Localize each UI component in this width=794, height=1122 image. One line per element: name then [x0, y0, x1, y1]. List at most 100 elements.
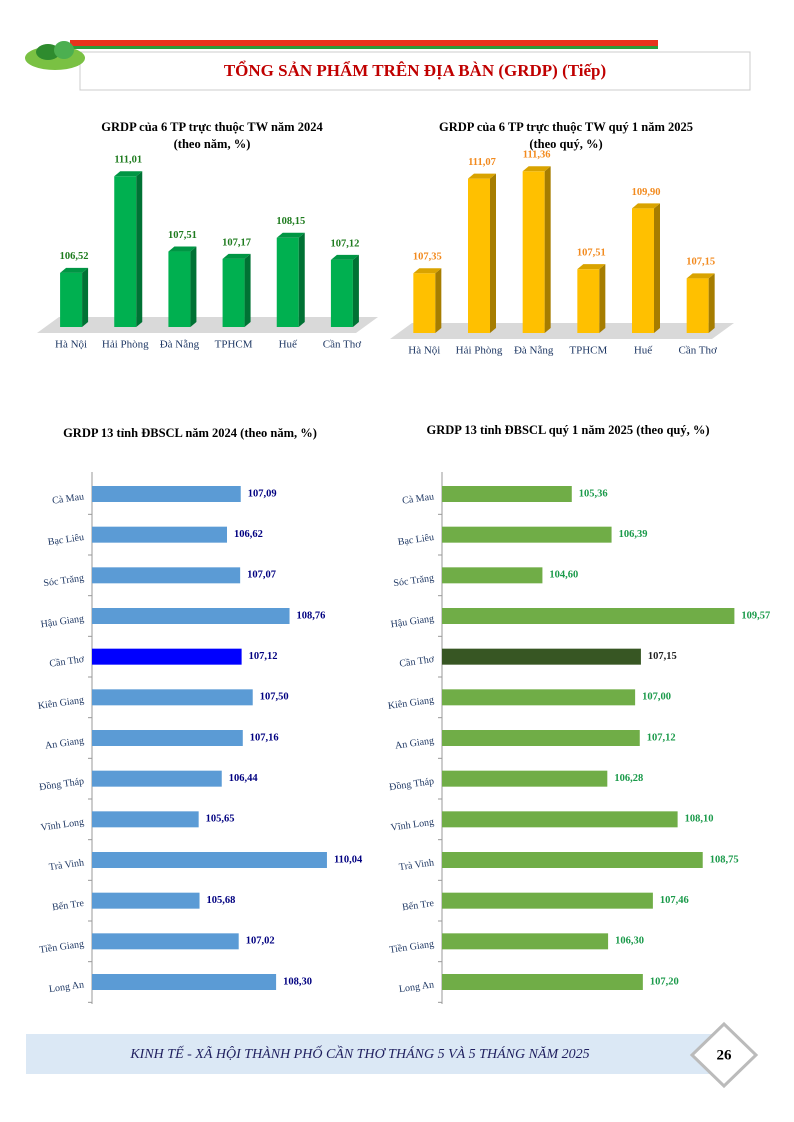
value-label: 108,30	[283, 976, 312, 987]
category-label: Đà Nẵng	[160, 339, 200, 351]
bar	[92, 770, 222, 787]
category-label: Hà Nội	[55, 339, 87, 351]
category-label: Vĩnh Long	[40, 817, 85, 834]
bar-top	[468, 173, 496, 179]
bar	[442, 689, 636, 706]
bar-top	[60, 267, 89, 273]
logo	[25, 41, 85, 70]
bar	[442, 852, 703, 868]
category-label: Đà Nẵng	[514, 345, 554, 357]
value-label: 107,46	[660, 895, 689, 906]
value-label: 106,39	[619, 529, 648, 540]
bar	[222, 258, 245, 327]
bar	[92, 526, 228, 543]
category-label: Vĩnh Long	[390, 817, 435, 834]
value-label: 107,51	[168, 230, 197, 241]
page-badge	[689, 1021, 759, 1089]
chart-title: GRDP 13 tỉnh ĐBSCL quý 1 năm 2025 (theo …	[426, 423, 709, 437]
value-label: 106,52	[60, 251, 89, 262]
value-label: 107,07	[247, 570, 276, 581]
category-label: Kiên Giang	[37, 695, 84, 712]
value-label: 108,76	[297, 610, 326, 621]
bar-side	[82, 267, 89, 327]
bar-side	[544, 166, 551, 333]
bar	[442, 567, 543, 584]
floor	[37, 317, 378, 333]
bar-side	[190, 246, 197, 327]
bar	[442, 974, 643, 990]
bar-top	[632, 203, 660, 209]
bar	[686, 278, 709, 333]
value-label: 104,60	[549, 570, 578, 581]
category-label: Cần Thơ	[399, 654, 436, 670]
bar	[468, 178, 490, 333]
value-label: 107,15	[686, 257, 715, 268]
bar	[114, 176, 137, 327]
bar	[442, 648, 641, 665]
value-label: 107,50	[260, 692, 289, 703]
chart-subtitle: (theo quý, %)	[529, 137, 602, 151]
category-label: Cà Mau	[52, 491, 85, 506]
value-label: 106,28	[614, 773, 643, 784]
bar	[276, 237, 299, 327]
category-label: Hải Phòng	[102, 339, 149, 351]
category-label: Long An	[398, 979, 434, 995]
footer-box	[26, 1034, 726, 1074]
value-label: 107,16	[250, 732, 279, 743]
bar	[92, 730, 243, 746]
bar-side	[352, 254, 359, 327]
floor	[390, 323, 734, 339]
value-label: 109,90	[632, 187, 661, 198]
value-label: 111,36	[523, 150, 551, 161]
category-label: Hải Phòng	[456, 345, 503, 357]
value-label: 107,20	[650, 976, 679, 987]
bar	[442, 526, 612, 543]
bar-top	[522, 166, 551, 172]
bar	[92, 892, 200, 909]
category-label: Hậu Giang	[40, 613, 85, 630]
value-label: 107,09	[248, 488, 277, 499]
bar	[442, 608, 735, 624]
header-bar	[70, 40, 658, 46]
bar-side	[654, 203, 660, 333]
value-label: 107,12	[330, 238, 359, 249]
category-label: Cần Thơ	[679, 345, 717, 357]
category-label: Bạc Liêu	[397, 532, 435, 548]
category-label: Tiền Giang	[389, 939, 435, 956]
chart-subtitle: (theo năm, %)	[174, 137, 251, 151]
bar	[522, 171, 545, 333]
value-label: 107,12	[647, 732, 676, 743]
category-label: Bến Tre	[52, 898, 86, 913]
value-label: 108,10	[685, 814, 714, 825]
bar-top	[686, 273, 715, 279]
bar	[92, 567, 241, 584]
category-label: Cần Thơ	[323, 339, 361, 351]
bar-side	[244, 253, 251, 327]
bar	[442, 770, 608, 787]
bar-top	[114, 171, 143, 177]
category-label: Hà Nội	[408, 345, 440, 357]
bar	[442, 486, 572, 502]
chart-title: GRDP 13 tỉnh ĐBSCL năm 2024 (theo năm, %…	[63, 426, 317, 440]
category-label: Trà Vinh	[398, 857, 434, 873]
category-label: Huế	[279, 339, 298, 351]
bar	[92, 852, 327, 868]
value-label: 106,62	[234, 529, 263, 540]
bar	[632, 208, 654, 333]
bar	[60, 272, 83, 327]
category-label: Trà Vinh	[48, 857, 84, 873]
header-bar	[70, 46, 658, 49]
category-label: Kiên Giang	[387, 695, 434, 712]
value-label: 107,02	[246, 936, 275, 947]
bar	[92, 689, 253, 706]
bar	[577, 269, 600, 333]
bar-side	[490, 173, 496, 333]
category-label: Bến Tre	[402, 898, 436, 913]
page-number: 26	[717, 1047, 733, 1063]
bar	[442, 730, 640, 746]
value-label: 110,04	[334, 854, 363, 865]
bar	[330, 259, 353, 327]
category-label: An Giang	[394, 735, 434, 751]
header-box	[79, 51, 751, 91]
